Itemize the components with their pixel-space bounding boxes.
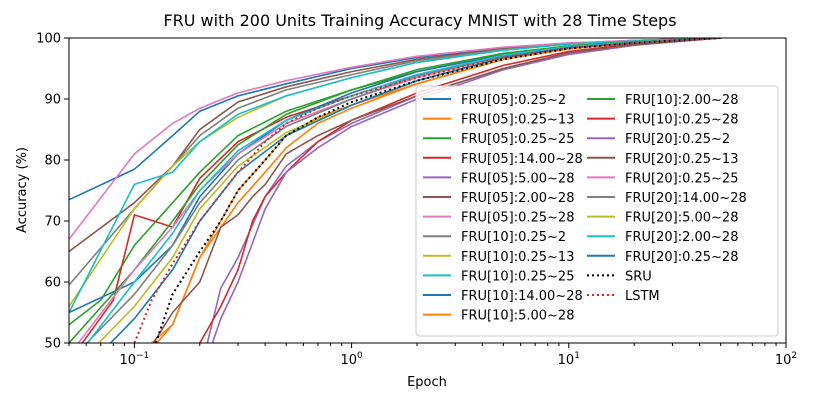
y-tick-label: 90 — [44, 93, 61, 108]
legend-label: FRU[10]:5.00~28 — [461, 309, 574, 324]
legend-label: FRU[05]:5.00~28 — [461, 171, 574, 186]
legend-label: FRU[20]:14.00~28 — [625, 191, 747, 206]
legend-label: FRU[05]:0.25~25 — [461, 132, 574, 147]
series-line-15 — [152, 38, 721, 343]
legend-label: FRU[05]:0.25~13 — [461, 113, 574, 128]
legend-label: FRU[10]:0.25~13 — [461, 250, 574, 265]
legend-label: FRU[05]:0.25~28 — [461, 211, 574, 226]
legend-label: FRU[20]:0.25~28 — [625, 250, 738, 265]
series-line-21 — [154, 38, 721, 343]
legend-label: FRU[10]:0.25~28 — [625, 113, 738, 128]
y-tick-label: 70 — [44, 215, 61, 230]
y-tick-label: 60 — [44, 276, 61, 291]
series-line-6 — [69, 38, 721, 240]
y-tick-label: 100 — [36, 32, 61, 47]
legend-label: FRU[10]:14.00~28 — [461, 289, 583, 304]
x-tick-label: 10−1 — [119, 351, 149, 368]
legend-label: FRU[10]:0.25~2 — [461, 230, 566, 245]
x-tick-label: 100 — [340, 351, 363, 368]
legend-label: FRU[10]:0.25~25 — [461, 269, 574, 284]
legend-box — [415, 85, 779, 337]
y-axis-title: Accuracy (%) — [15, 147, 30, 233]
plot-frame — [68, 37, 787, 344]
legend-label: FRU[20]:0.25~13 — [625, 152, 738, 167]
series-line-22 — [133, 38, 721, 343]
legend-label: FRU[05]:0.25~2 — [461, 93, 566, 108]
legend-label: FRU[05]:2.00~28 — [461, 191, 574, 206]
x-tick-label: 102 — [775, 351, 797, 368]
legend-label: FRU[05]:14.00~28 — [461, 152, 583, 167]
series-line-13 — [198, 38, 721, 343]
y-axis: 50 60 70 80 90 100 — [36, 32, 69, 352]
chart-title: FRU with 200 Units Training Accuracy MNI… — [163, 11, 676, 30]
legend-label: LSTM — [625, 289, 660, 304]
legend-label: FRU[20]:0.25~2 — [625, 132, 730, 147]
series-layer — [69, 38, 721, 343]
series-line-14 — [211, 38, 721, 343]
y-tick-label: 50 — [44, 337, 61, 352]
legend-label: FRU[20]:2.00~28 — [625, 230, 738, 245]
y-tick-label: 80 — [44, 154, 61, 169]
x-axis-title: Epoch — [407, 375, 447, 390]
x-tick-label: 101 — [558, 351, 580, 368]
legend-label: FRU[20]:0.25~25 — [625, 171, 738, 186]
x-axis: 10−1 100 101 102 — [68, 343, 797, 368]
legend-label: FRU[20]:5.00~28 — [625, 211, 738, 226]
legend-label: SRU — [625, 269, 652, 284]
series-line-9 — [69, 38, 721, 313]
legend: FRU[05]:0.25~2 FRU[05]:0.25~13 FRU[05]:0.2… — [415, 85, 779, 337]
legend-label: FRU[10]:2.00~28 — [625, 93, 738, 108]
